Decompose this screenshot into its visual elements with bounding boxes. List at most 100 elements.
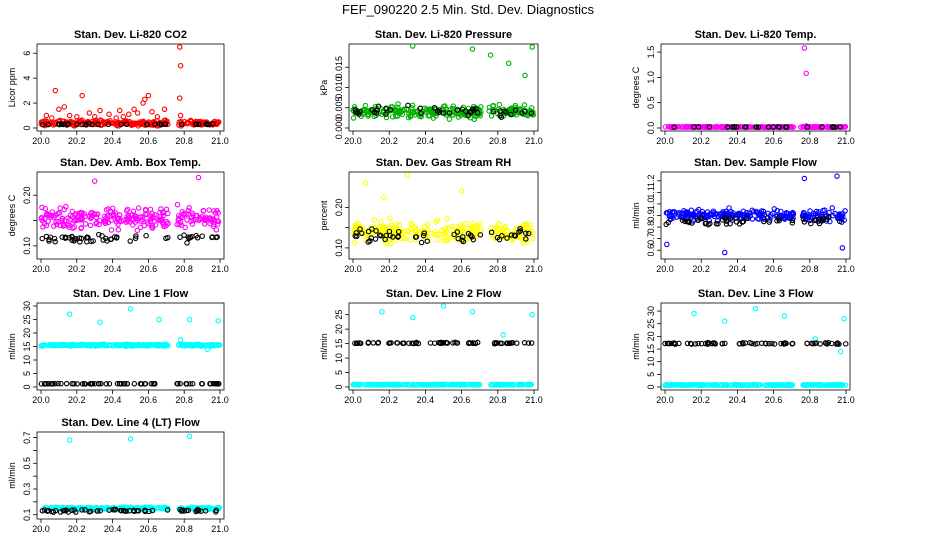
data-point-colored (399, 228, 405, 235)
data-point-colored (391, 381, 398, 388)
y-axis-label: percent (319, 200, 329, 231)
data-point-black (507, 340, 513, 346)
data-point-black (90, 238, 96, 244)
data-point-black (723, 218, 730, 224)
data-point-black (79, 381, 86, 387)
data-point-colored (149, 109, 155, 115)
data-point-colored (440, 303, 447, 309)
data-point-black (133, 233, 139, 239)
data-point-colored (721, 249, 728, 256)
data-point-colored (79, 92, 85, 99)
data-point-black (769, 340, 775, 347)
data-point-colored (124, 341, 130, 347)
data-point-colored (161, 106, 168, 113)
data-point-black (85, 121, 92, 127)
data-point-colored (516, 106, 522, 113)
data-point-black (446, 110, 453, 116)
data-point-black (431, 104, 438, 111)
data-point-colored (188, 504, 195, 510)
data-point-colored (686, 381, 692, 388)
data-point-colored (127, 436, 134, 442)
data-point-colored (134, 217, 141, 224)
data-point-colored (93, 221, 99, 227)
data-point-colored (86, 110, 93, 116)
data-point-colored (74, 114, 80, 120)
data-point-colored (697, 382, 704, 388)
chart-panel-7: Stan. Dev. Line 1 Flow ml/min 20.0 20.2 20.4… (7, 288, 229, 405)
x-tick-label: 20.2 (68, 395, 86, 405)
data-point-black (454, 229, 461, 235)
data-point-colored (130, 222, 136, 228)
y-tick-label: 0.6 (646, 244, 656, 257)
data-point-colored (137, 224, 144, 231)
plot-frame (348, 302, 539, 391)
y-axis-label: ml/min (631, 333, 641, 360)
data-point-black (727, 220, 733, 227)
data-point-black (689, 220, 695, 226)
x-tick-label: 20.6 (140, 136, 158, 146)
data-point-colored (165, 220, 171, 226)
data-point-colored (749, 207, 755, 214)
data-point-colored (452, 381, 459, 388)
data-point-colored (724, 382, 730, 388)
data-point-black (465, 112, 471, 119)
data-point-black (395, 233, 402, 239)
chart-panel-3: Stan. Dev. Li-820 Temp. degrees C 20.0 20.2… (631, 29, 855, 146)
data-point-colored (404, 172, 411, 178)
data-point-black (672, 341, 678, 347)
data-point-colored (721, 382, 727, 388)
data-point-black (766, 340, 772, 347)
data-point-colored (388, 240, 394, 247)
data-point-colored (839, 245, 846, 251)
data-point-colored (839, 124, 846, 130)
data-point-colored (529, 311, 535, 318)
data-point-colored (65, 222, 72, 229)
data-point-colored (488, 232, 495, 238)
data-point-colored (78, 215, 84, 222)
data-point-colored (350, 115, 357, 121)
data-point-black (69, 234, 76, 240)
data-point-colored (73, 217, 79, 224)
plot-frame (660, 43, 851, 132)
data-point-colored (761, 216, 768, 222)
data-point-black (719, 340, 726, 347)
data-point-black (521, 340, 528, 346)
data-point-colored (841, 315, 847, 322)
x-tick-label: 20.8 (175, 524, 193, 534)
y-tick-label: 10 (646, 357, 656, 367)
data-point-colored (152, 222, 159, 228)
data-point-black (79, 507, 85, 513)
data-point-colored (693, 124, 700, 130)
data-point-black (804, 124, 811, 130)
data-point-colored (186, 433, 193, 440)
y-tick-label: 15 (646, 344, 656, 354)
data-point-colored (107, 213, 113, 219)
data-point-black (106, 381, 113, 387)
data-point-black (470, 107, 477, 113)
chart-title: Stan. Dev. Amb. Box Temp. (60, 157, 201, 169)
chart-title: Stan. Dev. Line 4 (LT) Flow (61, 417, 200, 429)
y-axis-label: ml/min (7, 462, 17, 489)
data-point-black (497, 112, 503, 119)
data-point-black (459, 237, 465, 243)
data-point-colored (771, 382, 778, 388)
chart-panel-8: Stan. Dev. Line 2 Flow ml/min 20.0 20.2 20.4… (319, 288, 543, 405)
x-tick-label: 20.6 (765, 264, 783, 274)
data-point-colored (409, 314, 416, 321)
data-point-colored (149, 215, 156, 221)
data-point-colored (802, 216, 809, 222)
x-tick-label: 20.2 (68, 524, 86, 534)
data-point-black (95, 121, 101, 128)
data-point-black (664, 340, 671, 347)
data-point-black (390, 234, 396, 240)
data-point-colored (736, 382, 743, 388)
data-point-black (203, 121, 209, 127)
data-point-colored (719, 382, 725, 388)
data-point-colored (371, 216, 378, 223)
data-point-colored (41, 215, 48, 222)
data-point-colored (110, 213, 117, 219)
data-point-black (460, 238, 467, 245)
data-point-black (742, 340, 749, 346)
data-point-colored (666, 382, 673, 388)
data-point-colored (674, 214, 680, 220)
